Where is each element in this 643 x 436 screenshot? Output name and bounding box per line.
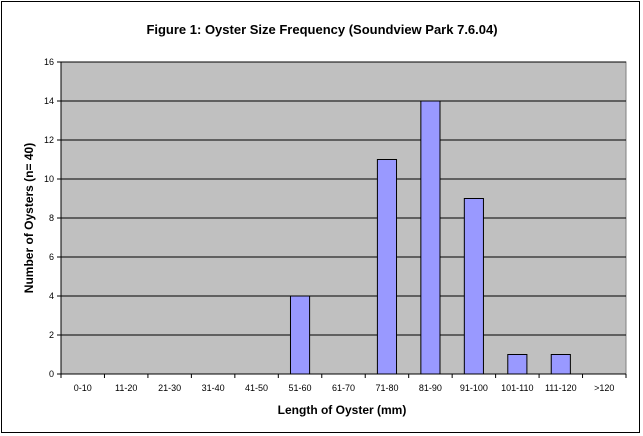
y-tick-label: 10 xyxy=(44,174,54,184)
y-tick-label: 2 xyxy=(49,330,54,340)
bars xyxy=(289,100,571,375)
x-tick-label: 101-110 xyxy=(501,383,533,393)
x-tick-label: 81-90 xyxy=(419,383,442,393)
chart-title: Figure 1: Oyster Size Frequency (Soundvi… xyxy=(146,22,497,37)
x-axis-label: Length of Oyster (mm) xyxy=(278,403,407,417)
bar xyxy=(289,295,311,375)
y-tick-label: 6 xyxy=(49,252,54,262)
gridlines xyxy=(61,61,626,336)
axes xyxy=(57,61,627,378)
x-tick-label: 51-60 xyxy=(289,383,312,393)
x-tick-label: 71-80 xyxy=(375,383,398,393)
x-tick-label: 31-40 xyxy=(202,383,225,393)
bar xyxy=(376,159,398,375)
x-tick-label: 61-70 xyxy=(332,383,355,393)
y-tick-label: 16 xyxy=(44,57,54,67)
x-tick-labels: 0-10 11-20 21-30 31-40 41-50 51-60 61-70 71-80 8… xyxy=(74,383,615,393)
bar xyxy=(420,100,441,375)
y-tick-label: 4 xyxy=(49,291,54,301)
y-tick-label: 8 xyxy=(49,213,54,223)
x-tick-label: 0-10 xyxy=(74,383,92,393)
y-tick-label: 0 xyxy=(49,369,54,379)
x-tick-label: 11-20 xyxy=(115,383,137,393)
x-tick-label: >120 xyxy=(594,383,614,393)
x-tick-label: 111-120 xyxy=(545,383,577,393)
y-tick-label: 14 xyxy=(44,96,54,106)
x-tick-label: 21-30 xyxy=(158,383,181,393)
x-tick-label: 91-100 xyxy=(460,383,488,393)
bar xyxy=(550,354,571,375)
y-tick-label: 12 xyxy=(44,135,54,145)
y-tick-labels: 0 2 4 6 8 10 12 14 16 xyxy=(44,57,54,379)
bar xyxy=(463,198,484,375)
x-tick-label: 41-50 xyxy=(245,383,268,393)
y-axis-label: Number of Oysters (n= 40) xyxy=(22,143,36,293)
bar xyxy=(507,354,528,375)
